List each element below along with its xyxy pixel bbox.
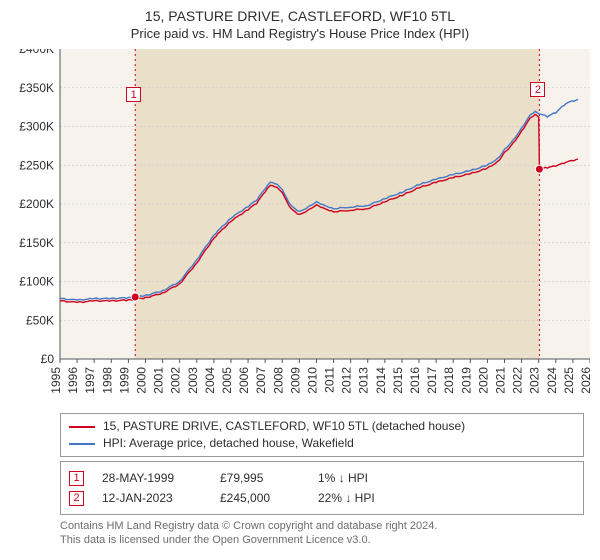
svg-text:2000: 2000 (134, 367, 148, 394)
chart-area: £0 £50K £100K £150K £200K £250K £300K £350K £400… (10, 49, 590, 409)
svg-text:£200K: £200K (19, 197, 54, 211)
sale-row-0: 1 28-MAY-1999 £79,995 1% ↓ HPI (69, 468, 575, 488)
svg-text:2014: 2014 (374, 367, 388, 394)
svg-text:2021: 2021 (494, 367, 508, 394)
svg-text:2017: 2017 (425, 367, 439, 394)
svg-text:2003: 2003 (186, 367, 200, 394)
sale-marker: 1 (69, 471, 84, 486)
svg-text:£150K: £150K (19, 236, 54, 250)
svg-text:2015: 2015 (391, 367, 405, 394)
svg-text:2010: 2010 (305, 367, 319, 394)
legend: 15, PASTURE DRIVE, CASTLEFORD, WF10 5TL … (60, 413, 584, 457)
sale-date: 12-JAN-2023 (102, 488, 202, 508)
svg-text:2019: 2019 (459, 367, 473, 394)
footer-line1: Contains HM Land Registry data © Crown c… (60, 519, 584, 533)
svg-text:2018: 2018 (442, 367, 456, 394)
svg-text:1997: 1997 (83, 367, 97, 394)
legend-row-0: 15, PASTURE DRIVE, CASTLEFORD, WF10 5TL … (69, 418, 575, 435)
svg-text:2001: 2001 (152, 367, 166, 394)
sales-table: 1 28-MAY-1999 £79,995 1% ↓ HPI 2 12-JAN-2023 £… (60, 461, 584, 515)
sale-date: 28-MAY-1999 (102, 468, 202, 488)
svg-text:2022: 2022 (511, 367, 525, 394)
legend-label: HPI: Average price, detached house, Wake… (103, 435, 354, 452)
legend-row-1: HPI: Average price, detached house, Wake… (69, 435, 575, 452)
svg-text:£350K: £350K (19, 81, 54, 95)
title-line1: 15, PASTURE DRIVE, CASTLEFORD, WF10 5TL (10, 8, 590, 24)
svg-text:2016: 2016 (408, 367, 422, 394)
footer-line2: This data is licensed under the Open Gov… (60, 533, 584, 547)
svg-text:2007: 2007 (254, 367, 268, 394)
sale-marker: 2 (69, 491, 84, 506)
svg-text:1999: 1999 (117, 367, 131, 394)
annotation-marker-2: 2 (530, 82, 545, 97)
chart-titles: 15, PASTURE DRIVE, CASTLEFORD, WF10 5TL … (10, 8, 590, 41)
svg-text:2012: 2012 (340, 367, 354, 394)
svg-text:2013: 2013 (357, 367, 371, 394)
svg-text:2026: 2026 (579, 367, 590, 394)
svg-text:£0: £0 (41, 352, 55, 366)
svg-text:2005: 2005 (220, 367, 234, 394)
legend-swatch (69, 443, 95, 445)
svg-text:2011: 2011 (323, 367, 337, 393)
legend-label: 15, PASTURE DRIVE, CASTLEFORD, WF10 5TL … (103, 418, 465, 435)
svg-text:2009: 2009 (288, 367, 302, 394)
footer: Contains HM Land Registry data © Crown c… (60, 519, 584, 547)
svg-text:2006: 2006 (237, 367, 251, 394)
svg-text:1998: 1998 (100, 367, 114, 394)
svg-text:2020: 2020 (476, 367, 490, 394)
svg-text:2004: 2004 (203, 367, 217, 394)
svg-text:2024: 2024 (545, 367, 559, 394)
sale-pct: 1% ↓ HPI (318, 468, 428, 488)
sale-row-1: 2 12-JAN-2023 £245,000 22% ↓ HPI (69, 488, 575, 508)
svg-text:£50K: £50K (26, 313, 54, 327)
annotation-marker-1: 1 (126, 87, 141, 102)
sale-pct: 22% ↓ HPI (318, 488, 428, 508)
svg-text:£400K: £400K (19, 49, 54, 56)
sale-price: £245,000 (220, 488, 300, 508)
title-line2: Price paid vs. HM Land Registry's House … (10, 26, 590, 41)
svg-text:£250K: £250K (19, 158, 54, 172)
svg-text:1996: 1996 (66, 367, 80, 394)
svg-text:2002: 2002 (169, 367, 183, 394)
svg-text:2008: 2008 (271, 367, 285, 394)
sale-price: £79,995 (220, 468, 300, 488)
svg-text:2023: 2023 (528, 367, 542, 394)
svg-text:2025: 2025 (562, 367, 576, 394)
line-chart: £0 £50K £100K £150K £200K £250K £300K £350K £400… (10, 49, 590, 409)
svg-text:£300K: £300K (19, 120, 54, 134)
svg-text:1995: 1995 (49, 367, 63, 394)
legend-swatch (69, 426, 95, 428)
svg-text:£100K: £100K (19, 275, 54, 289)
